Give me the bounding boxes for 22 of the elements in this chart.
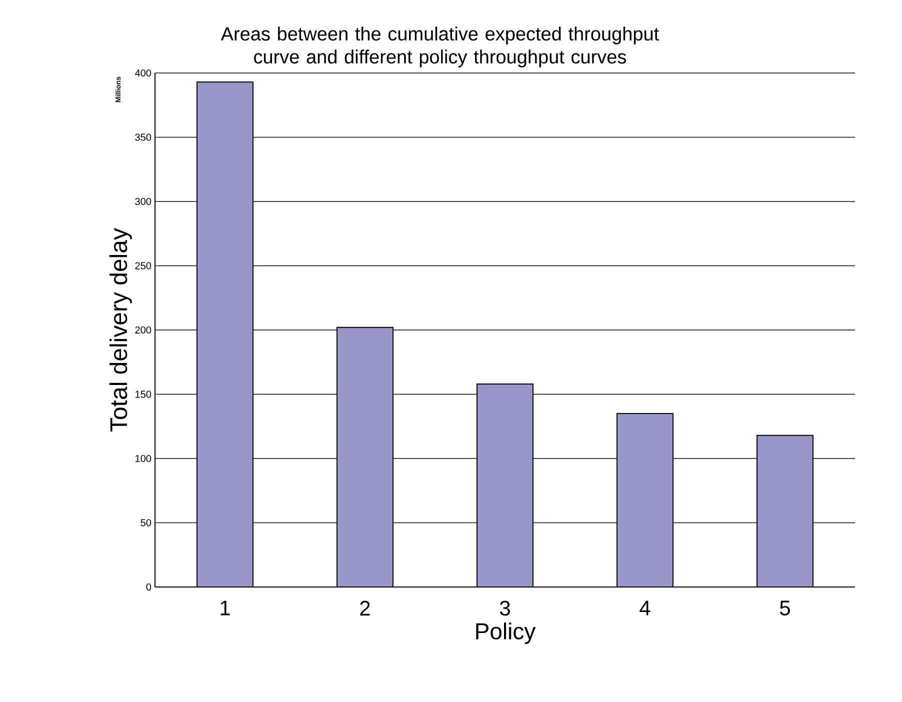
bar <box>197 82 254 587</box>
x-tick-label: 1 <box>220 600 230 616</box>
x-tick-label: 5 <box>780 600 790 616</box>
x-tick-label: 3 <box>500 600 510 616</box>
y-tick-label: 0 <box>146 583 152 591</box>
y-tick-label: 400 <box>135 69 152 77</box>
y-tick-label: 100 <box>136 454 152 462</box>
y-tick-label: 200 <box>135 326 152 334</box>
y-axis-title: Total delivery delay <box>110 228 132 432</box>
y-tick-label: 50 <box>140 519 152 526</box>
bar <box>477 384 534 587</box>
y-tick-label: 350 <box>135 134 152 141</box>
x-tick-label: 4 <box>640 600 650 616</box>
bar <box>756 434 814 587</box>
bar <box>337 327 394 587</box>
chart-title: Areas between the cumulative expected throughput curve and different policy throughput curves <box>220 26 659 68</box>
bar <box>617 414 674 587</box>
x-tick-label: 2 <box>360 600 370 616</box>
y-tick-label: 250 <box>135 262 152 270</box>
y-tick-label: 300 <box>135 198 152 206</box>
y-tick-label: 150 <box>136 390 152 398</box>
x-axis-title: Policy <box>476 622 536 644</box>
